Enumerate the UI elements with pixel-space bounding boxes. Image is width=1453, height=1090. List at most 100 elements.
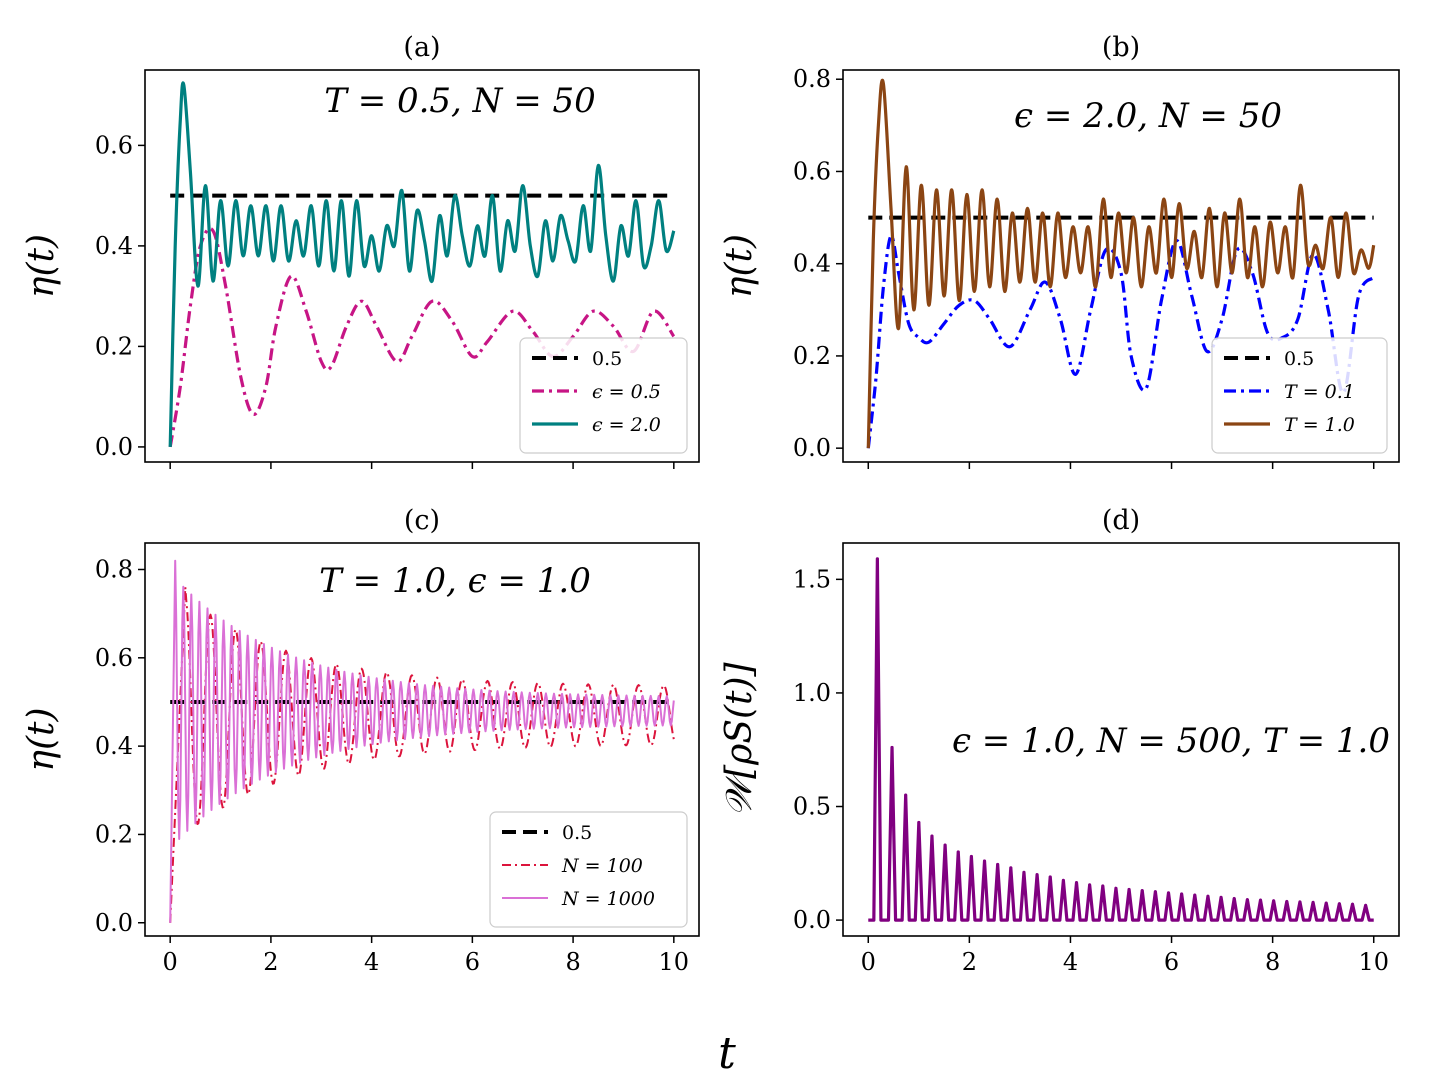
peak-point (956, 850, 960, 854)
x-tick-label: 10 (1358, 948, 1389, 976)
y-axis-label: η(t) (21, 234, 62, 298)
x-tick-label: 2 (263, 948, 278, 976)
panel-annotation: ϵ = 2.0, N = 50 (1014, 96, 1282, 136)
panel-b: (b) η(t) 0.0 0.2 0.4 0.6 0.8 ϵ = 2.0, N = 50 0.5… (719, 32, 1400, 469)
y-axis-label: η(t) (719, 234, 760, 298)
x-tick-label: 4 (1063, 948, 1078, 976)
y-tick-label: 0.6 (793, 157, 831, 185)
peak-point (1311, 900, 1315, 904)
y-tick-label: 1.5 (793, 565, 831, 593)
peak-point (1114, 886, 1118, 890)
peak-point (1075, 881, 1078, 885)
y-tick-label: 0.5 (793, 793, 831, 821)
y-tick-label: 0.8 (793, 65, 831, 93)
legend-label: 0.5 (562, 822, 592, 844)
peak-point (904, 793, 908, 797)
peak-point (1061, 878, 1065, 882)
legend-label: N = 1000 (561, 888, 655, 910)
series-group (868, 557, 1374, 922)
peak-point (1048, 875, 1052, 879)
peak-point (1232, 897, 1236, 900)
y-tick-label: 0.0 (793, 434, 831, 462)
peak-point (1206, 894, 1210, 898)
peak-point (1272, 899, 1276, 903)
y-tick-label: 1.0 (793, 679, 831, 707)
figure-xlabel: t (718, 1028, 736, 1079)
series-line-T-1.0 (866, 78, 1376, 449)
peak-point (890, 746, 894, 749)
peak-point (1140, 889, 1144, 892)
panel-c: (c) η(t) 0 2 4 6 8 10 0.0 0.2 0.4 0.6 0.8 T = 1.0, ϵ … (21, 505, 700, 976)
peak-point (996, 863, 1000, 866)
peak-point (969, 855, 973, 858)
legend-label: T = 0.1 (1284, 381, 1355, 403)
axes-frame (842, 69, 1400, 463)
y-tick-label: 0.2 (95, 332, 133, 360)
y-tick-label: 0.4 (95, 732, 133, 760)
peak-point (1153, 890, 1157, 894)
peak-point (1324, 901, 1328, 905)
peak-point (930, 834, 934, 838)
legend-label: N = 100 (561, 855, 643, 877)
x-tick-label: 4 (364, 948, 379, 976)
panel-title: (c) (404, 505, 440, 536)
y-tick-label: 0.0 (95, 433, 133, 461)
y-axis-label: 𝒲[ρS(t)] (719, 661, 760, 816)
x-tick-label: 8 (565, 948, 580, 976)
peak-point (1127, 888, 1131, 891)
peak-point (1351, 902, 1354, 906)
y-tick-label: 0.2 (95, 820, 133, 848)
x-tick-label: 10 (659, 948, 690, 976)
legend-label: ϵ = 2.0 (592, 414, 661, 436)
series-line-epsilon-2.0 (168, 81, 676, 447)
axes-frame (144, 542, 700, 937)
x-tick-label: 0 (861, 948, 876, 976)
y-tick-label: 0.2 (793, 342, 831, 370)
peak-point (1219, 895, 1223, 899)
peak-point (1245, 898, 1249, 902)
panel-annotation: ϵ = 1.0, N = 500, T = 1.0 (952, 721, 1390, 761)
peak-point (1337, 902, 1341, 906)
series-line-N-1000 (169, 559, 675, 923)
y-tick-label: 0.4 (95, 232, 133, 260)
peak-point (1009, 866, 1013, 870)
panel-a: (a) η(t) 0.0 0.2 0.4 0.6 T = 0.5, N = 50 0.5 ϵ =… (21, 32, 700, 469)
y-axis-label: η(t) (21, 707, 62, 771)
peak-point (1298, 900, 1302, 904)
legend-label: 0.5 (1284, 348, 1314, 370)
panel-d: (d) 𝒲[ρS(t)] 0 2 4 6 8 10 0.0 0.5 1.0 1.5 ϵ = 1.0, N… (719, 505, 1400, 976)
series-line-W (868, 557, 1374, 922)
panel-annotation: T = 1.0, ϵ = 1.0 (319, 561, 591, 601)
series-group (866, 78, 1376, 449)
series-group (169, 559, 675, 923)
peak-point (1180, 892, 1184, 896)
peak-point (1022, 870, 1026, 874)
y-tick-label: 0.4 (793, 250, 831, 278)
panel-title: (a) (403, 32, 440, 63)
peak-point (983, 859, 986, 863)
series-line-T-0.1 (866, 234, 1375, 449)
legend-label: T = 1.0 (1284, 414, 1355, 436)
axes-frame (842, 542, 1400, 937)
peak-point (917, 821, 921, 824)
panel-title: (b) (1102, 32, 1140, 63)
peak-point (1259, 898, 1262, 902)
peak-point (943, 843, 947, 847)
axes-frame (144, 69, 700, 463)
y-tick-label: 0.6 (95, 644, 133, 672)
peak-point (1285, 900, 1289, 903)
panel-title: (d) (1102, 505, 1140, 536)
panel-annotation: T = 0.5, N = 50 (324, 81, 596, 121)
peak-point (1088, 883, 1092, 887)
x-tick-label: 6 (465, 948, 480, 976)
peak-point (875, 557, 879, 561)
x-tick-label: 2 (962, 948, 977, 976)
x-tick-label: 0 (163, 948, 178, 976)
x-tick-label: 8 (1265, 948, 1280, 976)
y-tick-label: 0.8 (95, 555, 133, 583)
y-tick-label: 0.0 (793, 906, 831, 934)
y-tick-label: 0.0 (95, 909, 133, 937)
y-tick-label: 0.6 (95, 131, 133, 159)
peak-point (1101, 884, 1105, 888)
